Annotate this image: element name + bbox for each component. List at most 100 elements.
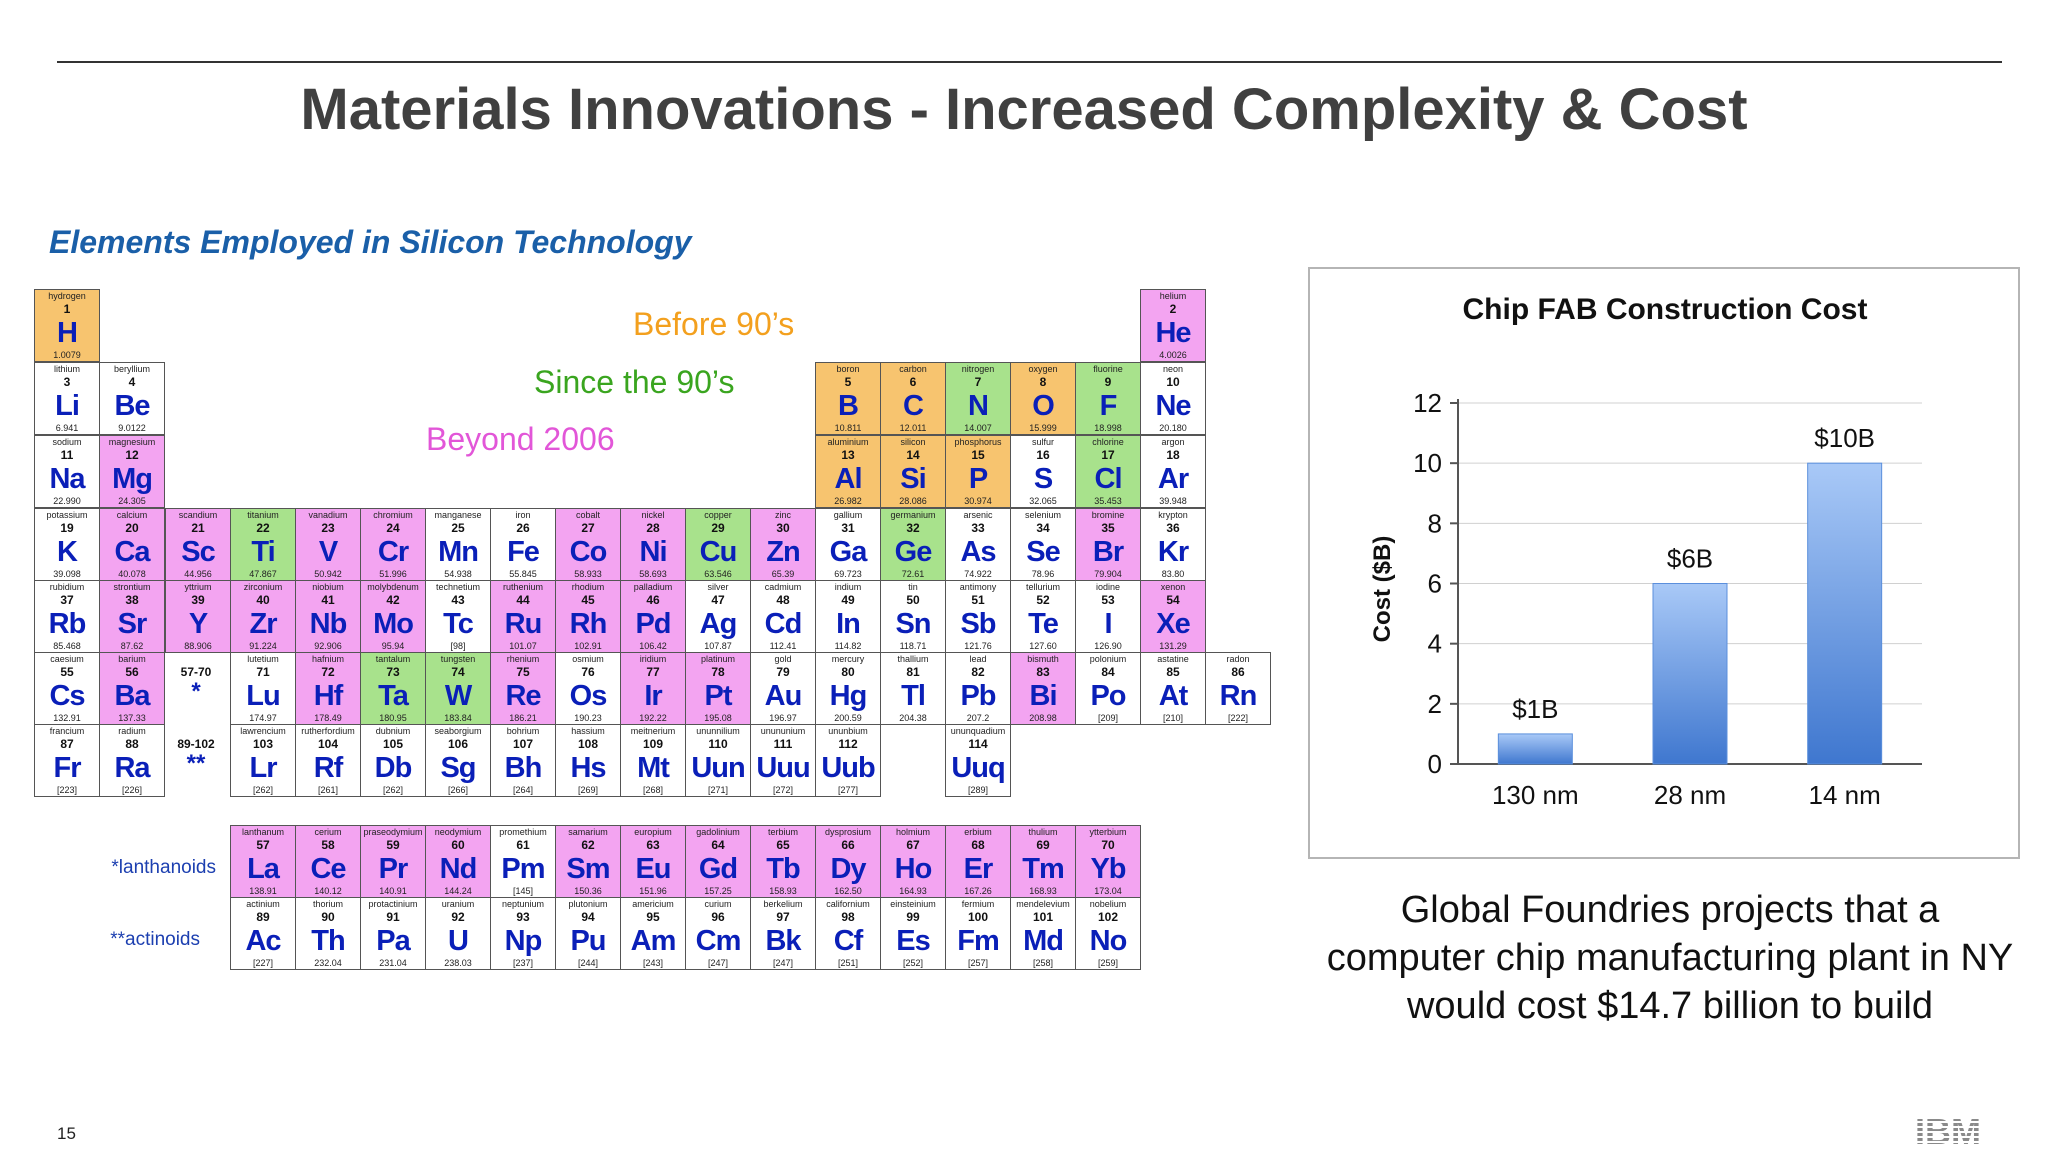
element-name: arsenic: [963, 510, 993, 520]
atomic-number: 13: [841, 448, 855, 462]
page-number: 15: [57, 1124, 76, 1143]
element-cell: sulfur 16 S 32.065: [1010, 435, 1076, 508]
element-symbol: Te: [1028, 608, 1059, 640]
element-symbol: Ir: [644, 680, 662, 712]
atomic-mass: 200.59: [834, 713, 862, 723]
element-name: sulfur: [1031, 437, 1054, 447]
element-cell: niobium 41 Nb 92.906: [295, 580, 361, 653]
element-symbol: Tc: [443, 608, 474, 640]
element-cell: iridium 77 Ir 192.22: [620, 652, 686, 725]
element-cell: germanium 32 Ge 72.61: [880, 508, 946, 581]
element-symbol: Po: [1090, 680, 1126, 712]
actinoids-label: **actinoids: [110, 929, 200, 950]
element-symbol: Zn: [766, 536, 800, 568]
element-symbol: Pm: [501, 853, 545, 885]
atomic-mass: [237]: [512, 958, 534, 968]
element-name: platinum: [700, 654, 736, 664]
element-name: lawrencium: [240, 726, 286, 736]
atomic-mass: [289]: [967, 785, 989, 795]
element-symbol: Se: [1026, 536, 1060, 568]
atomic-mass: 183.84: [444, 713, 472, 723]
element-symbol: B: [838, 390, 859, 422]
element-cell: dysprosium 66 Dy 162.50: [815, 825, 881, 898]
atomic-mass: 144.24: [444, 886, 472, 896]
element-name: calcium: [116, 510, 148, 520]
atomic-number: 71: [256, 665, 270, 679]
element-name: uranium: [441, 899, 475, 909]
atomic-mass: [262]: [382, 785, 404, 795]
element-name: dysprosium: [824, 827, 871, 837]
atomic-number: 35: [1101, 521, 1115, 535]
element-name: nickel: [641, 510, 665, 520]
element-symbol: Hg: [829, 680, 868, 712]
atomic-number: 4: [128, 375, 136, 389]
atomic-mass: 4.0026: [1159, 350, 1187, 360]
element-name: radon: [1226, 654, 1250, 664]
element-name: phosphorus: [954, 437, 1002, 447]
atomic-mass: [261]: [317, 785, 339, 795]
element-symbol: Br: [1092, 536, 1124, 568]
atomic-number: 37: [60, 593, 74, 607]
element-symbol: Ar: [1157, 463, 1189, 495]
atomic-mass: [226]: [121, 785, 143, 795]
atomic-number: 12: [125, 448, 139, 462]
atomic-number: 87: [60, 737, 74, 751]
element-cell: bohrium 107 Bh [264]: [490, 724, 556, 797]
element-symbol: Fm: [957, 925, 1000, 957]
atomic-mass: 35.453: [1094, 496, 1122, 506]
atomic-mass: [257]: [967, 958, 989, 968]
atomic-mass: 26.982: [834, 496, 862, 506]
atomic-number: 69: [1036, 838, 1050, 852]
element-symbol: Re: [505, 680, 541, 712]
atomic-number: 58: [321, 838, 335, 852]
element-name: palladium: [633, 582, 673, 592]
element-cell: bismuth 83 Bi 208.98: [1010, 652, 1076, 725]
atomic-mass: 30.974: [964, 496, 992, 506]
atomic-number: 41: [321, 593, 335, 607]
element-name: silver: [707, 582, 729, 592]
element-symbol: Xe: [1156, 608, 1190, 640]
element-symbol: As: [960, 536, 996, 568]
atomic-mass: [258]: [1032, 958, 1054, 968]
element-symbol: Sn: [895, 608, 931, 640]
atomic-number: 20: [125, 521, 139, 535]
atomic-number: 23: [321, 521, 335, 535]
element-cell: copper 29 Cu 63.546: [685, 508, 751, 581]
element-cell: actinium 89 Ac [227]: [230, 897, 296, 970]
element-symbol: Yb: [1090, 853, 1126, 885]
atomic-mass: 40.078: [118, 569, 146, 579]
element-cell: krypton 36 Kr 83.80: [1140, 508, 1206, 581]
element-name: plutonium: [568, 899, 608, 909]
atomic-number: 97: [776, 910, 790, 924]
element-name: lutetium: [247, 654, 279, 664]
atomic-mass: 178.49: [314, 713, 342, 723]
atomic-number: 93: [516, 910, 530, 924]
element-cell: cadmium 48 Cd 112.41: [750, 580, 816, 653]
atomic-number: 30: [776, 521, 790, 535]
atomic-number: 9: [1104, 375, 1112, 389]
atomic-number: 39: [191, 593, 205, 607]
element-cell: rubidium 37 Rb 85.468: [34, 580, 100, 653]
y-tick-label: 2: [1428, 689, 1442, 719]
atomic-number: 100: [967, 910, 989, 924]
element-name: molybdenum: [367, 582, 419, 592]
element-cell: caesium 55 Cs 132.91: [34, 652, 100, 725]
element-name: bismuth: [1027, 654, 1059, 664]
element-name: boron: [836, 364, 860, 374]
element-cell: nobelium 102 No [259]: [1075, 897, 1141, 970]
element-cell: radium 88 Ra [226]: [99, 724, 165, 797]
element-cell: molybdenum 42 Mo 95.94: [360, 580, 426, 653]
atomic-number: 88: [125, 737, 139, 751]
atomic-mass: 231.04: [379, 958, 407, 968]
element-cell: lithium 3 Li 6.941: [34, 362, 100, 435]
element-symbol: Bh: [504, 752, 543, 784]
element-symbol: Cm: [695, 925, 742, 957]
element-name: dubnium: [375, 726, 411, 736]
element-symbol: Pd: [635, 608, 671, 640]
atomic-number: 102: [1097, 910, 1119, 924]
element-symbol: Sm: [566, 853, 610, 885]
element-name: silicon: [900, 437, 926, 447]
element-cell: calcium 20 Ca 40.078: [99, 508, 165, 581]
element-name: copper: [704, 510, 732, 520]
element-name: rhenium: [506, 654, 540, 664]
